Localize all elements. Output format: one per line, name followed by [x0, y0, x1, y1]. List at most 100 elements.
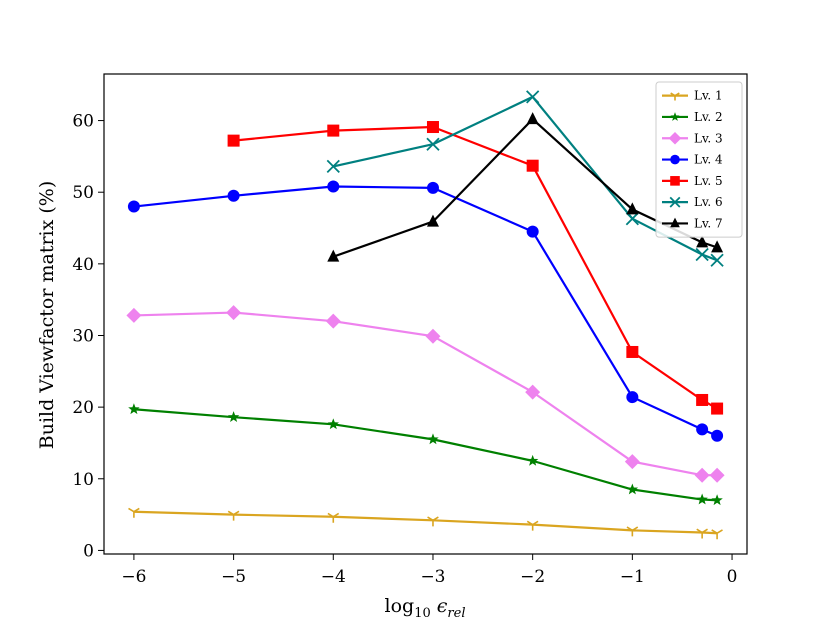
legend-label: Lv. 5 [694, 174, 723, 188]
series-lv-3 [126, 305, 725, 483]
legend-item: Lv. 6 [662, 195, 723, 209]
y-axis-title: Build Viewfactor matrix (%) [36, 181, 58, 450]
legend-marker [670, 112, 680, 121]
data-point [526, 90, 540, 104]
data-point [127, 200, 140, 213]
data-point [625, 212, 639, 226]
data-point [128, 403, 140, 415]
data-point [696, 528, 708, 539]
data-point [711, 529, 723, 540]
data-point [227, 411, 240, 423]
data-point [526, 520, 539, 531]
legend-label: Lv. 7 [694, 216, 723, 230]
data-point [526, 112, 539, 125]
data-point [695, 247, 709, 262]
data-point [327, 249, 340, 262]
series-line [133, 408, 718, 502]
legend-marker [669, 196, 681, 208]
data-point [128, 507, 140, 518]
y-tick-label: 60 [72, 112, 94, 132]
data-point [526, 225, 539, 238]
data-point [710, 253, 724, 267]
legend-label: Lv. 1 [694, 89, 723, 103]
legend-marker [670, 92, 680, 101]
data-point [426, 121, 439, 134]
data-point [696, 393, 709, 406]
series-line [333, 95, 718, 262]
data-point [696, 493, 708, 505]
series-lv-6 [326, 90, 724, 267]
data-point [427, 433, 439, 445]
data-point [327, 418, 339, 430]
data-point [126, 307, 142, 323]
data-point [624, 454, 640, 470]
x-tick-label: −5 [221, 567, 246, 587]
series-line [133, 311, 718, 477]
data-point [525, 384, 541, 400]
data-point [226, 305, 242, 321]
x-tick-label: −3 [420, 567, 445, 587]
series-lv-7 [327, 112, 724, 262]
series-lv-1 [128, 507, 723, 540]
data-point [626, 345, 639, 358]
data-point [327, 124, 340, 137]
legend-label: Lv. 2 [694, 110, 723, 124]
data-point [227, 134, 240, 147]
data-point [626, 483, 639, 495]
legend-item: Lv. 3 [662, 131, 723, 145]
data-point [426, 137, 440, 151]
data-point [227, 510, 240, 521]
data-point [696, 235, 709, 248]
plot-frame [103, 73, 748, 555]
series-lv-4 [127, 180, 724, 442]
data-point [227, 189, 240, 202]
x-tick-label: −1 [620, 567, 645, 587]
data-point [711, 494, 723, 506]
legend-box [655, 81, 743, 238]
x-axis-title: log10 ϵrel [385, 595, 466, 621]
legend-marker [670, 176, 680, 186]
data-point [526, 454, 539, 466]
data-point [327, 512, 340, 523]
data-point [711, 402, 724, 415]
legend-item: Lv. 4 [662, 153, 723, 167]
x-tick-label: −6 [121, 567, 146, 587]
y-tick-label: 0 [83, 541, 94, 561]
y-tick-label: 40 [72, 255, 94, 275]
series-lv-5 [227, 121, 724, 415]
data-point [427, 516, 439, 527]
y-tick-label: 20 [72, 398, 94, 418]
x-tick-label: −2 [520, 567, 545, 587]
series-line [133, 510, 718, 535]
data-point [327, 180, 340, 193]
data-point [711, 429, 724, 442]
legend-label: Lv. 6 [694, 195, 723, 209]
data-point [694, 467, 710, 483]
x-tick-label: 0 [727, 567, 738, 587]
data-point [526, 159, 539, 172]
x-tick-label: −4 [321, 567, 346, 587]
legend-marker [670, 217, 680, 228]
legend-label: Lv. 3 [694, 131, 723, 145]
legend-marker [668, 131, 682, 145]
data-point [626, 391, 639, 404]
data-point [426, 214, 439, 227]
legend-marker [670, 154, 680, 165]
legend: Lv. 1 Lv. 2 Lv. 3 Lv. 4 Lv. 5 Lv. 6 Lv. 7 [655, 81, 743, 238]
data-point [426, 181, 439, 194]
legend-item: Lv. 2 [662, 110, 723, 124]
data-point [626, 202, 639, 215]
legend-label: Lv. 4 [694, 153, 723, 167]
data-point [325, 313, 341, 329]
data-point [709, 467, 725, 483]
y-tick-label: 30 [72, 326, 94, 346]
data-point [425, 328, 441, 344]
series-line [133, 185, 718, 437]
legend-item: Lv. 7 [662, 216, 723, 230]
series-lv-2 [128, 403, 723, 506]
y-tick-label: 50 [72, 183, 94, 203]
data-point [696, 423, 709, 436]
legend-item: Lv. 1 [662, 89, 723, 103]
data-point [711, 240, 724, 253]
